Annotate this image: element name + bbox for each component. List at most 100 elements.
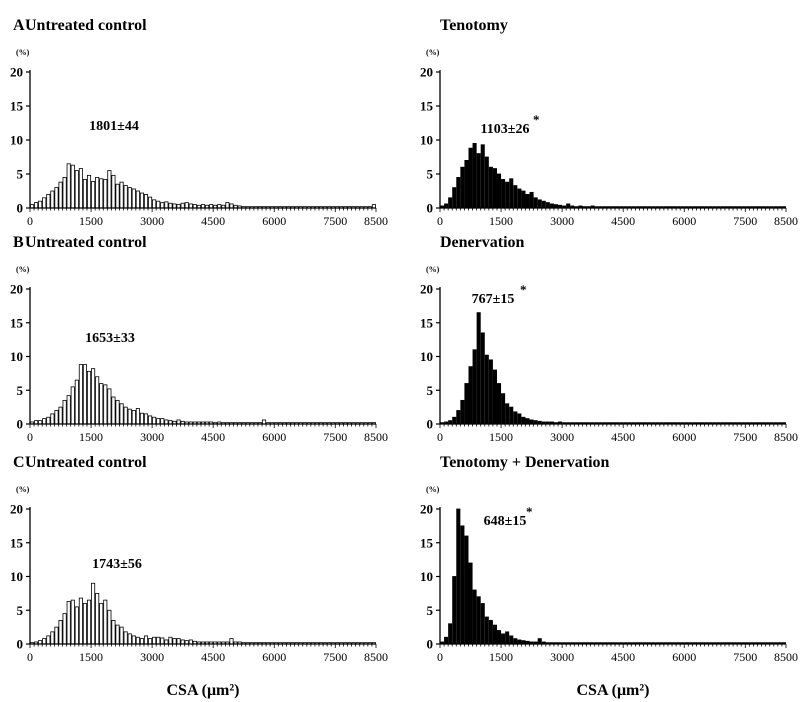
x-tick-label: 8500	[774, 430, 798, 444]
y-tick-label: 15	[420, 99, 434, 114]
histogram-bar	[86, 174, 92, 209]
histogram-bar	[476, 312, 481, 425]
x-tick-label: 8500	[774, 650, 798, 664]
x-tick-label: 6000	[262, 214, 286, 228]
histogram-bar	[488, 166, 493, 209]
histogram-bar	[545, 202, 550, 209]
histogram-bar	[488, 619, 493, 645]
histogram-bar	[139, 638, 144, 645]
histogram-panel-5: C Untreated control (%) 0 5 10 15 20 0 1500 3000 45…	[10, 454, 388, 699]
histogram-bar	[70, 386, 75, 425]
y-tick-label: 15	[10, 535, 24, 550]
histogram-bar	[456, 176, 461, 209]
histogram-bar	[156, 636, 161, 645]
histogram-bar	[50, 631, 55, 645]
histogram-bar	[160, 202, 165, 209]
y-tick-label: 0	[427, 637, 434, 652]
histogram-bar	[452, 416, 457, 425]
histogram-bar	[496, 173, 502, 209]
panel-letter: B	[13, 234, 24, 251]
histogram-bar	[131, 410, 136, 425]
histogram-bar	[152, 636, 157, 645]
mean-csa-label: 1743±56	[92, 557, 142, 572]
histogram-bar	[62, 613, 67, 645]
histogram-bar	[143, 193, 149, 209]
y-tick-label: 20	[10, 282, 23, 297]
histogram-bar	[492, 168, 497, 209]
histogram-bar	[492, 369, 497, 425]
histogram-bar	[533, 197, 538, 209]
histogram-bar	[123, 185, 128, 209]
histogram-bar	[513, 411, 518, 425]
histogram-bar	[38, 200, 43, 209]
histogram-bar	[46, 193, 51, 209]
histogram-bar	[509, 406, 514, 425]
histogram-bar	[148, 415, 153, 425]
x-axis-label: CSA (μm²)	[577, 682, 650, 699]
histogram-bar	[525, 193, 530, 209]
histogram-bar	[95, 176, 100, 209]
histogram-bar	[152, 416, 157, 425]
histogram-bar	[501, 393, 506, 425]
histogram-bar	[172, 638, 177, 645]
x-tick-label: 1500	[79, 430, 103, 444]
y-tick-label: 5	[17, 603, 24, 618]
x-tick-label: 3000	[550, 214, 574, 228]
histogram-bar	[131, 635, 136, 645]
histogram-bar	[484, 354, 489, 425]
x-tick-label: 7500	[323, 214, 347, 228]
y-tick-label: 15	[420, 535, 434, 550]
y-tick-label: 20	[420, 282, 433, 297]
histogram-bar	[480, 144, 485, 209]
histogram-bar	[115, 183, 120, 209]
mean-csa-label: 767±15	[472, 292, 515, 307]
panel-title: Denervation	[440, 234, 525, 251]
histogram-bar	[107, 609, 112, 645]
histogram-bar	[492, 624, 497, 645]
histogram-bar	[460, 525, 465, 645]
histogram-bar	[505, 631, 510, 645]
histogram-bar	[460, 399, 465, 425]
histogram-bar	[42, 197, 47, 209]
x-tick-label: 0	[437, 214, 443, 228]
y-tick-label: 20	[10, 65, 23, 80]
histogram-bar	[464, 535, 469, 645]
x-tick-label: 0	[437, 650, 443, 664]
histogram-bar	[160, 637, 165, 645]
x-tick-label: 4500	[201, 430, 225, 444]
panel-letter: C	[13, 454, 25, 471]
y-unit-label: (%)	[16, 48, 30, 57]
x-tick-label: 6000	[672, 214, 696, 228]
histogram-bar	[107, 388, 112, 425]
y-unit-label: (%)	[16, 265, 30, 274]
x-tick-label: 7500	[733, 214, 757, 228]
y-unit-label: (%)	[426, 265, 440, 274]
histogram-bar	[46, 635, 51, 645]
histogram-bar	[103, 179, 108, 209]
histogram-bar	[537, 638, 542, 645]
histogram-bar	[58, 619, 63, 645]
x-tick-label: 0	[27, 430, 33, 444]
y-tick-label: 15	[10, 99, 24, 114]
histogram-bar	[119, 403, 124, 425]
histogram-bar	[472, 142, 477, 209]
histogram-bar	[521, 416, 526, 425]
histogram-bar	[148, 638, 153, 645]
x-tick-label: 3000	[550, 430, 574, 444]
histogram-bar	[496, 630, 502, 645]
y-tick-label: 15	[10, 315, 24, 330]
x-tick-label: 4500	[611, 650, 635, 664]
histogram-bar	[135, 190, 140, 209]
histogram-bar	[66, 601, 71, 645]
histogram-bar	[456, 508, 461, 645]
mean-csa-label: 1103±26	[481, 122, 530, 137]
histogram-bar	[464, 383, 469, 425]
histogram-bar	[513, 185, 518, 209]
histogram-bar	[537, 199, 542, 209]
panel-letter: A	[13, 17, 25, 34]
histogram-bar	[127, 408, 132, 425]
histogram-bar	[70, 164, 75, 209]
panel-title: Untreated control	[25, 234, 147, 251]
histogram-bar	[62, 399, 67, 425]
